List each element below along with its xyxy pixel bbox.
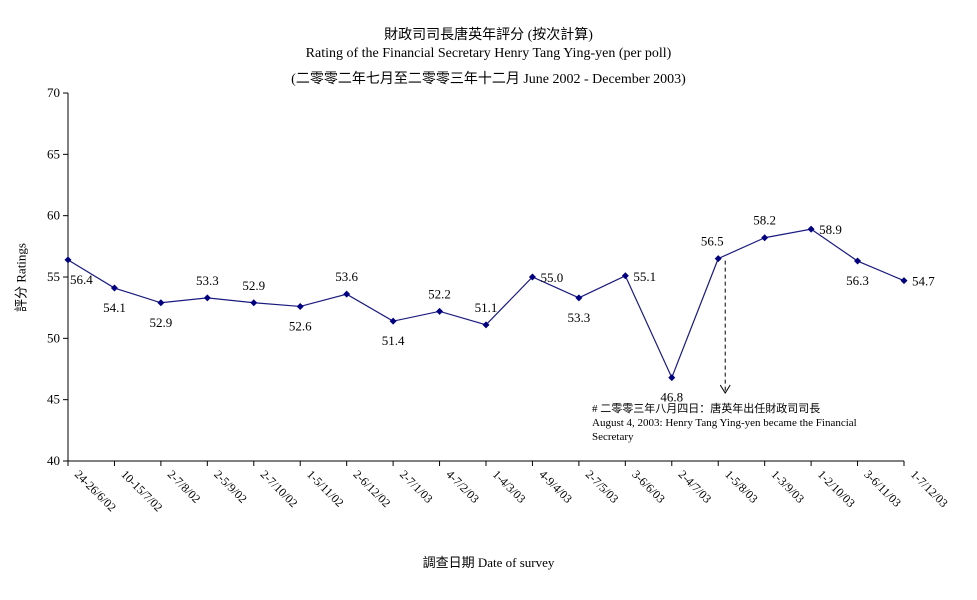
y-tick-label: 45 [47, 392, 60, 407]
x-tick-label: 24-26/6/02 [72, 467, 119, 514]
data-point [807, 225, 815, 233]
x-tick-label: 1-2/10/03 [815, 467, 858, 510]
x-tick-label: 2-5/9/02 [211, 467, 250, 506]
data-point [64, 256, 72, 264]
chart-title: 財政司司長唐英年評分 (按次計算) [384, 28, 593, 43]
data-label: 51.4 [382, 333, 405, 348]
data-point [575, 294, 583, 302]
y-axis-title: 評分 Ratings [13, 243, 29, 312]
x-tick-label: 10-15/7/02 [118, 467, 165, 514]
data-label: 56.3 [846, 273, 869, 288]
data-point [343, 290, 351, 298]
data-label: 58.9 [819, 222, 842, 237]
data-label: 55.1 [633, 269, 656, 284]
data-point [761, 234, 769, 242]
data-point [714, 255, 722, 263]
x-tick-label: 2-7/8/02 [165, 467, 204, 506]
x-tick-label: 2-4/7/03 [676, 467, 715, 506]
data-label: 52.9 [242, 278, 265, 293]
data-point [668, 374, 676, 382]
data-label: 52.2 [428, 286, 451, 301]
x-tick-label: 2-6/12/02 [351, 467, 394, 510]
data-label: 51.1 [475, 300, 498, 315]
x-tick-label: 2-7/1/03 [397, 467, 436, 506]
data-label: 53.3 [568, 310, 591, 325]
data-label: 46.8 [660, 390, 683, 405]
annotation-line-en: August 4, 2003: Henry Tang Ying-yen beca… [592, 417, 857, 443]
y-tick-label: 50 [47, 330, 60, 345]
data-label: 52.6 [289, 318, 312, 333]
data-label: 55.0 [540, 270, 563, 285]
data-point [250, 299, 258, 307]
data-label: 53.6 [335, 269, 358, 284]
x-tick-label: 1-5/8/03 [722, 467, 761, 506]
chart-subtitle: Rating of the Financial Secretary Henry … [305, 46, 672, 61]
x-tick-label: 1-4/3/03 [490, 467, 529, 506]
y-tick-label: 60 [47, 208, 60, 223]
annotation-arrowhead [719, 384, 731, 394]
data-label: 56.5 [701, 234, 724, 249]
data-label: 54.7 [912, 274, 935, 289]
x-tick-label: 1-3/9/03 [769, 467, 808, 506]
chart-subtitle-period: (二零零二年七月至二零零三年十二月 June 2002 - December 2… [291, 72, 686, 87]
data-point [203, 294, 211, 302]
data-point [854, 257, 862, 265]
data-point [528, 273, 536, 281]
data-label: 53.3 [196, 273, 219, 288]
x-tick-label: 1-5/11/02 [304, 467, 347, 510]
x-tick-label: 1-7/12/03 [908, 467, 951, 510]
data-label: 54.1 [103, 300, 126, 315]
x-tick-label: 3-6/6/03 [629, 467, 668, 506]
data-point [389, 317, 397, 325]
x-axis-title: 調查日期 Date of survey [422, 555, 555, 570]
data-point [296, 302, 304, 310]
y-tick-label: 40 [47, 453, 60, 468]
data-label: 56.4 [70, 272, 93, 287]
y-tick-label: 55 [47, 269, 60, 284]
data-point [157, 299, 165, 307]
data-point [436, 307, 444, 315]
x-tick-label: 4-9/4/03 [536, 467, 575, 506]
data-point [110, 284, 118, 292]
data-label: 58.2 [753, 213, 776, 228]
x-tick-label: 4-7/2/03 [443, 467, 482, 506]
y-tick-label: 70 [47, 85, 60, 100]
annotation-line-zh: # 二零零三年八月四日：唐英年出任財政司司長 [592, 403, 821, 415]
annotation: # 二零零三年八月四日：唐英年出任財政司司長 August 4, 2003: H… [592, 402, 892, 444]
data-point [482, 321, 490, 329]
y-tick-label: 65 [47, 146, 60, 161]
x-tick-label: 3-6/11/03 [861, 467, 904, 510]
x-tick-label: 2-7/10/02 [258, 467, 301, 510]
data-label: 52.9 [150, 315, 173, 330]
data-point [900, 277, 908, 285]
data-point [621, 272, 629, 280]
x-tick-label: 2-7/5/03 [583, 467, 622, 506]
